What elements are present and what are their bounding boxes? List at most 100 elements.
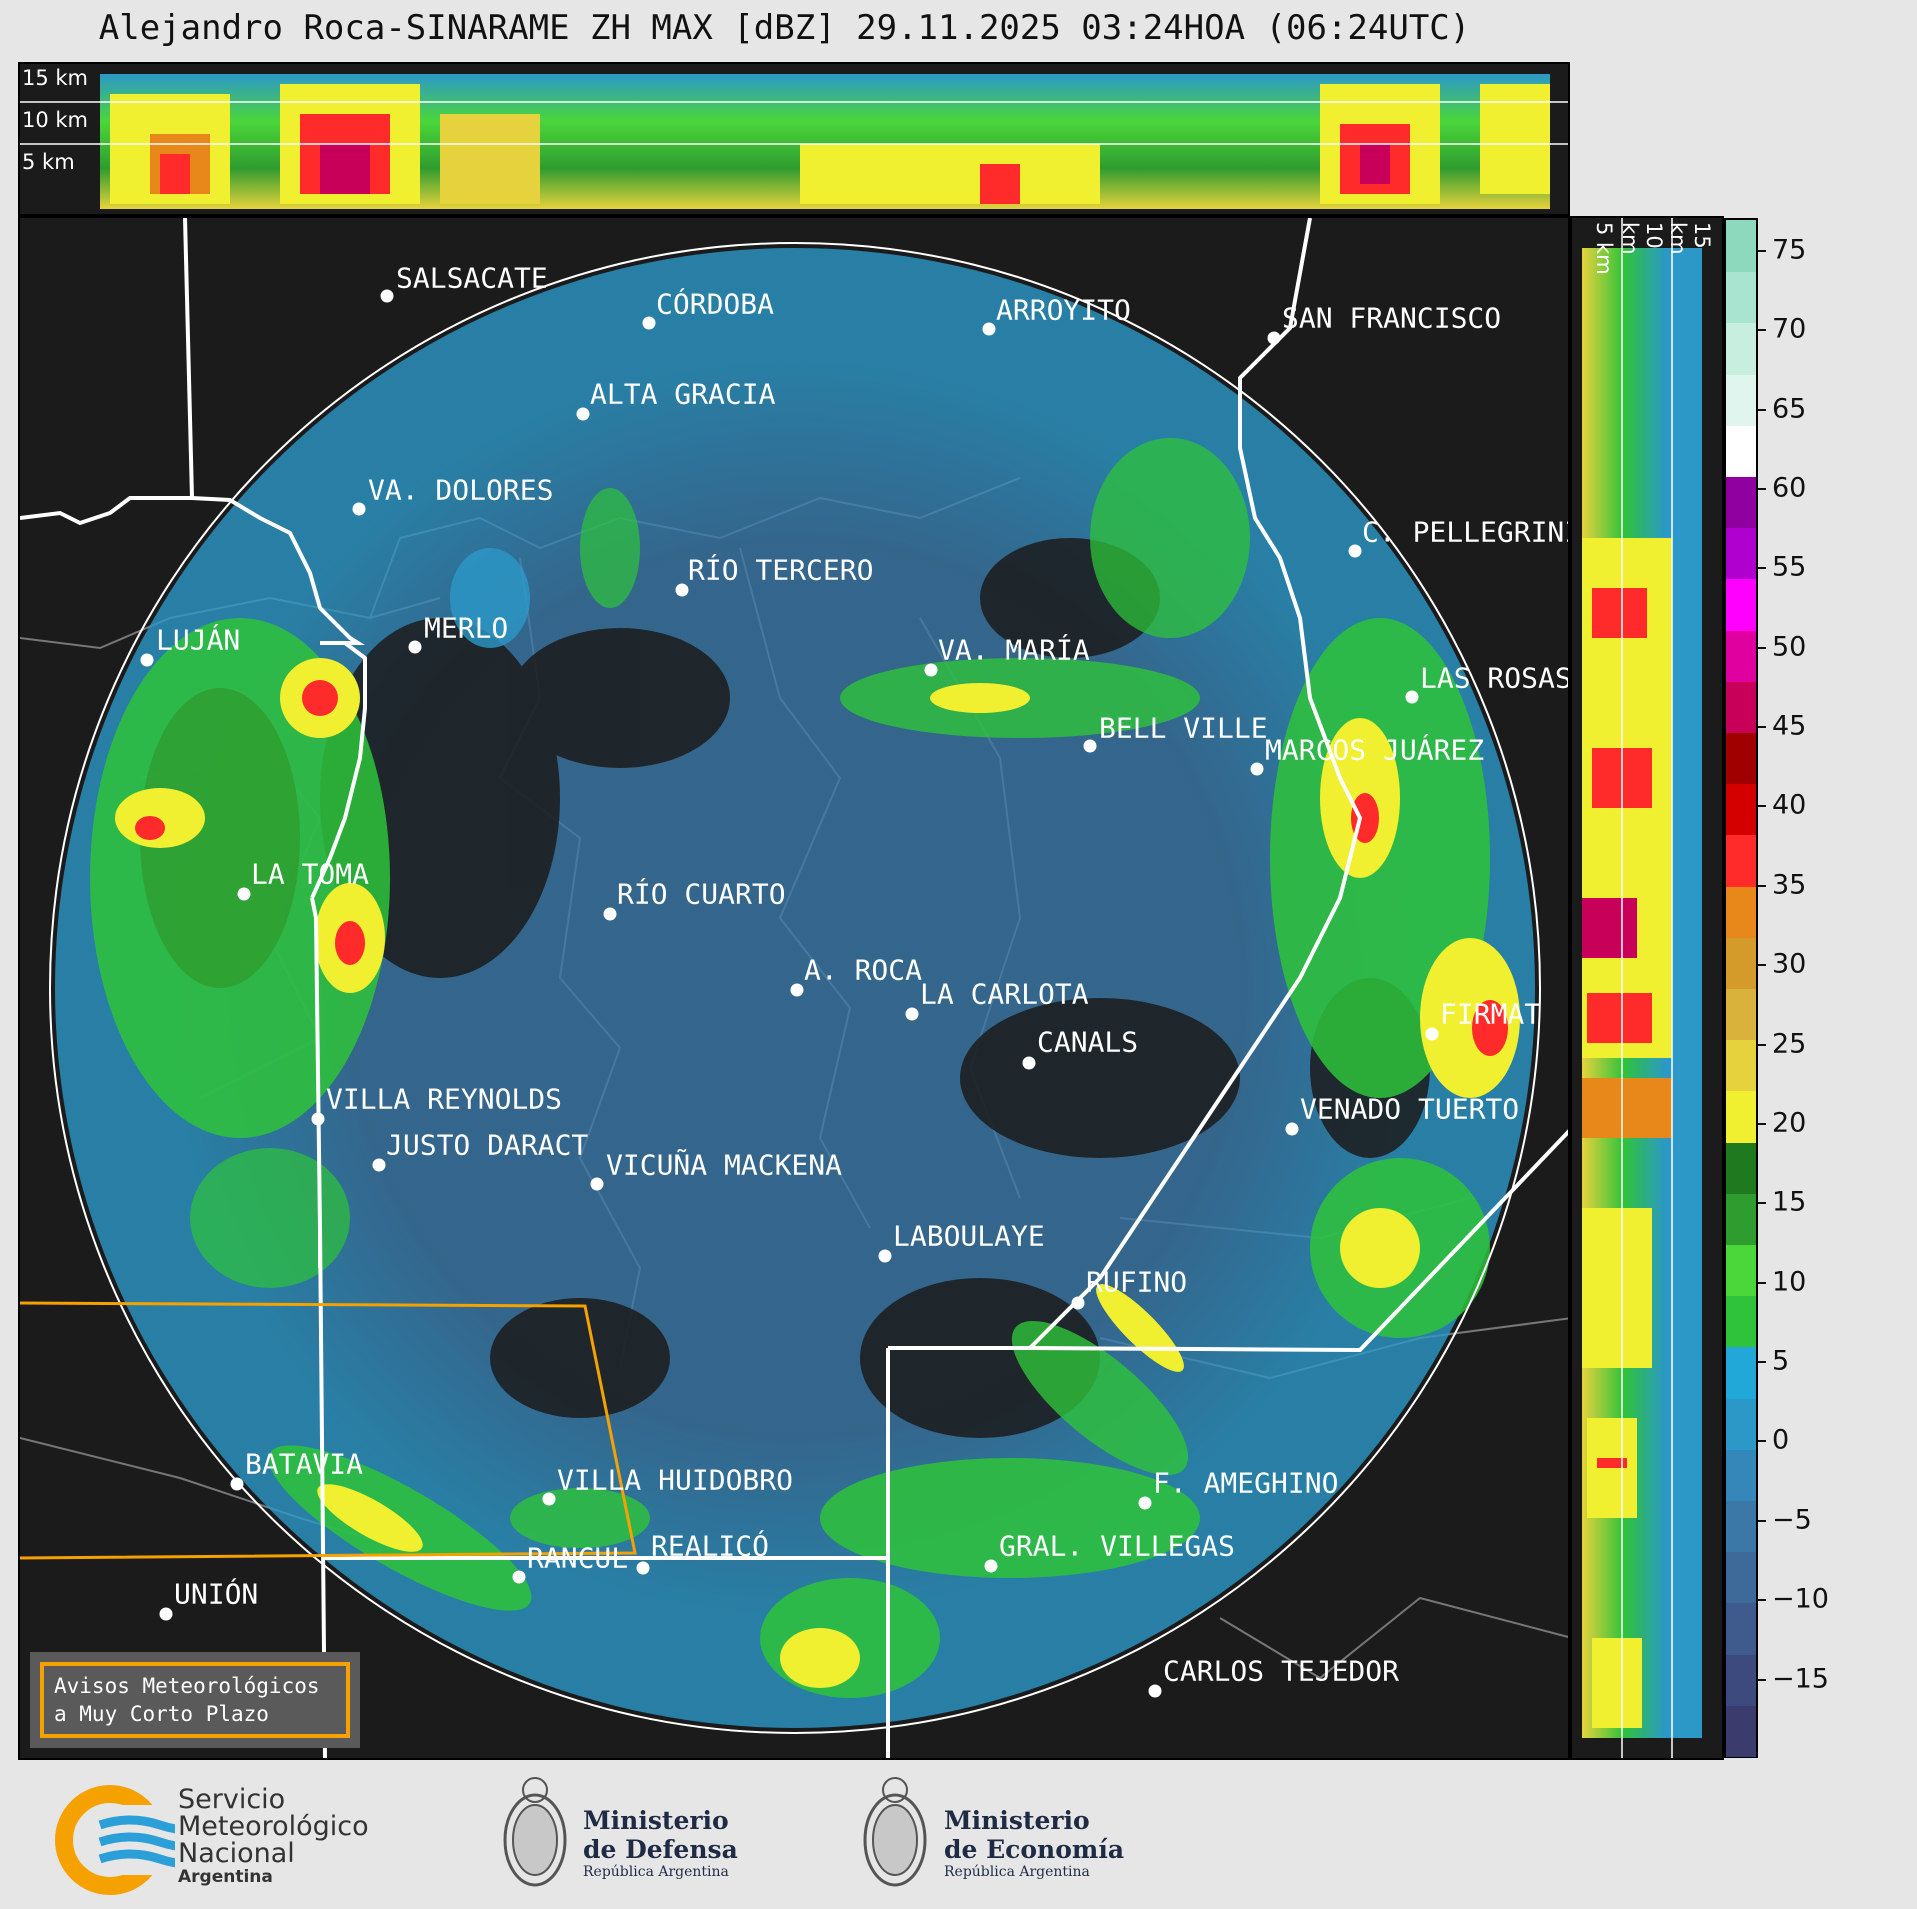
city-label-canals: CANALS [1037,1025,1139,1059]
colorbar-segment [1726,578,1756,631]
city-label-la-toma: LA TOMA [251,857,370,891]
colorbar-tick-label: 0 [1772,1424,1790,1456]
colorbar-segment [1726,936,1756,989]
city-dot-va-maria [924,663,938,677]
colorbar-tick-label: 55 [1772,551,1807,583]
colorbar-tick-label: 35 [1772,869,1807,901]
colorbar-tick [1758,884,1766,887]
city-dot-lujan [140,653,154,667]
city-label-marcos-juarez: MARCOS JUÁREZ [1265,733,1485,767]
city-dot-salsacate [380,289,394,303]
colorbar-tick-label: −15 [1772,1663,1829,1695]
colorbar-tick [1758,726,1766,729]
city-dot-laboulaye [878,1249,892,1263]
colorbar-tick-label: 75 [1772,234,1807,266]
colorbar-tick [1758,1440,1766,1443]
defensa-line-3: República Argentina [583,1864,729,1880]
city-label-firmat: FIRMAT [1440,997,1542,1031]
city-dot-vicuna-mackena [590,1177,604,1191]
colorbar-segment [1726,1500,1756,1553]
city-dot-villa-huidobro [542,1492,556,1506]
smn-logo-icon [55,1785,175,1895]
colorbar-tick-label: 30 [1772,948,1807,980]
city-label-va-maria: VA. MARÍA [938,633,1090,667]
city-label-cordoba: CÓRDOBA [656,287,775,321]
colorbar-segment [1726,1346,1756,1399]
alert-polygon [20,1301,637,1560]
colorbar-tick-label: 10 [1772,1266,1807,1298]
colorbar-segment [1726,373,1756,426]
colorbar-tick-label: 40 [1772,789,1807,821]
city-dot-carlos-tejedor [1148,1684,1162,1698]
city-label-f-ameghino: F. AMEGHINO [1153,1466,1339,1500]
defensa-logo-text: Ministerio de Defensa República Argentin… [583,1806,738,1880]
city-dot-a-roca [790,983,804,997]
economia-coat-of-arms-icon [863,1777,927,1887]
city-label-va-dolores: VA. DOLORES [368,473,554,507]
city-dot-gral-villegas [984,1559,998,1573]
city-label-rancul: RANCUL [527,1541,629,1575]
colorbar-tick [1758,249,1766,252]
city-label-arroyito: ARROYITO [996,293,1131,327]
avisos-link-box[interactable]: Avisos Meteorológicos a Muy Corto Plazo [30,1652,360,1748]
avisos-line-2: a Muy Corto Plazo [54,1702,269,1726]
city-dot-rufino [1071,1296,1085,1310]
city-dot-arroyito [982,322,996,336]
defensa-coat-of-arms-icon [503,1777,567,1887]
colorbar-segment [1726,1704,1756,1757]
avisos-label[interactable]: Avisos Meteorológicos a Muy Corto Plazo [40,1662,350,1738]
colorbar-segment [1726,680,1756,733]
colorbar-tick-label: 70 [1772,313,1807,345]
city-dot-rio-cuarto [603,907,617,921]
colorbar-segment [1726,1141,1756,1194]
city-dot-merlo [408,640,422,654]
city-label-c-pellegrini: C. PELLEGRINI [1362,515,1570,549]
city-dot-realico [636,1561,650,1575]
city-label-realico: REALICÓ [651,1529,770,1563]
defensa-line-1: Ministerio [583,1806,729,1835]
side-cross-section-panel: 5 km 10 km 15 km [1570,216,1724,1760]
colorbar-segment [1726,783,1756,836]
colorbar-segment [1726,834,1756,887]
colorbar-segment [1726,629,1756,682]
colorbar [1724,218,1758,1758]
city-label-las-rosas: LAS ROSAS [1420,661,1570,695]
city-dot-la-toma [237,887,251,901]
city-label-merlo: MERLO [424,611,509,645]
colorbar-tick-label: 15 [1772,1186,1807,1218]
city-dot-alta-gracia [576,407,590,421]
colorbar-tick-label: 25 [1772,1028,1807,1060]
city-label-salsacate: SALSACATE [396,261,548,295]
city-dot-cordoba [642,316,656,330]
city-dot-va-dolores [352,502,366,516]
colorbar-tick [1758,646,1766,649]
colorbar-tick [1758,805,1766,808]
city-dot-bell-ville [1083,739,1097,753]
colorbar-tick [1758,1599,1766,1602]
colorbar-segment [1726,988,1756,1041]
city-label-san-francisco: SAN FRANCISCO [1282,301,1502,335]
smn-logo-text: Servicio Meteorológico Nacional Argentin… [178,1786,369,1887]
city-dot-f-ameghino [1138,1496,1152,1510]
city-dot-rio-tercero [675,583,689,597]
city-dot-union [159,1607,173,1621]
city-label-lujan: LUJÁN [156,623,241,657]
colorbar-tick-label: 60 [1772,472,1807,504]
top-km-label-15: 15 km [22,66,89,90]
top-km-label-5: 5 km [22,150,75,174]
colorbar-tick-label: −10 [1772,1583,1829,1615]
city-dot-c-pellegrini [1348,544,1362,558]
colorbar-segment [1726,1551,1756,1604]
range-ring [49,242,1541,1734]
city-label-villa-reynolds: VILLA REYNOLDS [326,1082,563,1116]
city-dot-marcos-juarez [1250,762,1264,776]
city-label-carlos-tejedor: CARLOS TEJEDOR [1163,1654,1400,1688]
colorbar-tick [1758,408,1766,411]
top-km-label-10: 10 km [22,108,89,132]
city-label-bell-ville: BELL VILLE [1099,711,1268,745]
city-label-gral-villegas: GRAL. VILLEGAS [999,1529,1236,1563]
city-label-la-carlota: LA CARLOTA [920,977,1089,1011]
colorbar-segment [1726,220,1756,273]
colorbar-segment [1726,1244,1756,1297]
colorbar-segment [1726,476,1756,529]
